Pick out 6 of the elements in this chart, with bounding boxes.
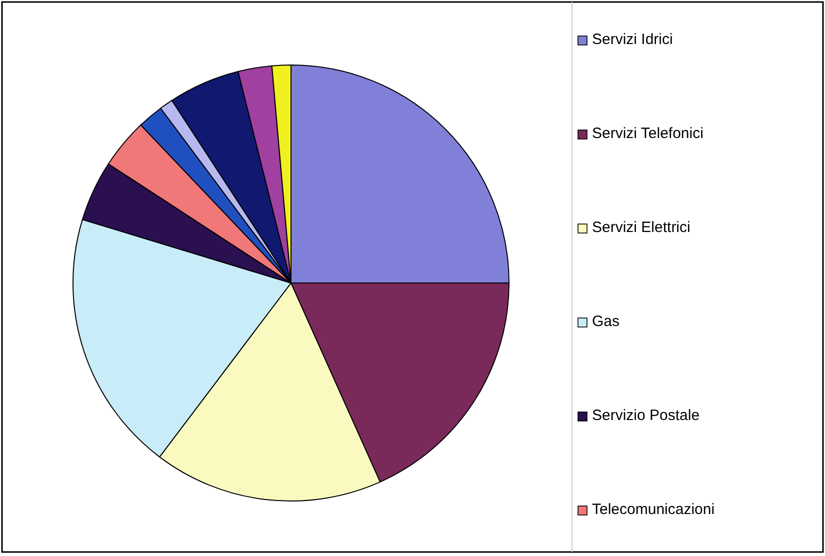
legend-label: Gas [592,313,620,330]
legend-label: Servizio Postale [592,407,700,424]
legend-label: Servizi Idrici [592,31,673,48]
legend-label: Servizi Telefonici [592,125,704,142]
legend-label: Telecomunicazioni [592,501,715,518]
legend-label: Servizi Elettrici [592,219,690,236]
